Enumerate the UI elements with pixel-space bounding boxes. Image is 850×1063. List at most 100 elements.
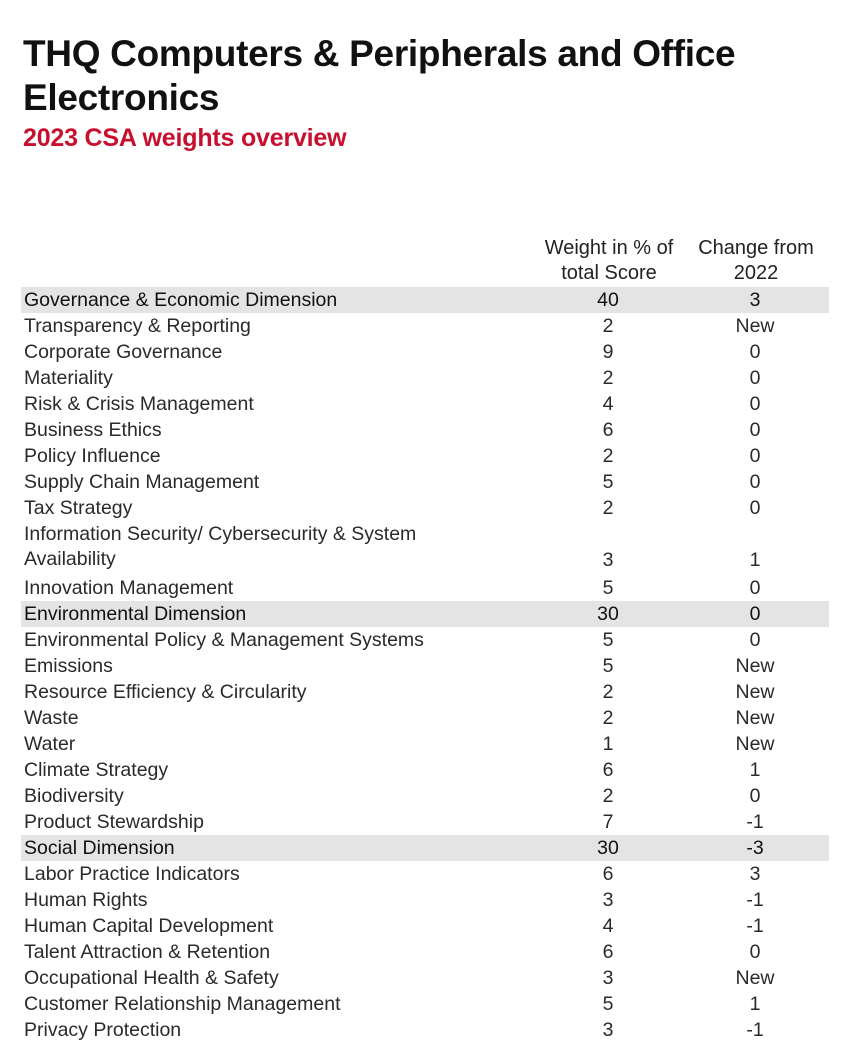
row-weight: 5 xyxy=(602,655,614,677)
table-row: Labor Practice Indicators 6 3 xyxy=(21,861,829,887)
row-weight: 30 xyxy=(597,837,619,859)
row-weight: 3 xyxy=(602,549,614,571)
row-change: 0 xyxy=(749,785,761,807)
row-name: Biodiversity xyxy=(24,785,124,807)
row-name: Occupational Health & Safety xyxy=(24,967,279,989)
row-change: 0 xyxy=(749,341,761,363)
row-weight: 2 xyxy=(602,681,614,703)
column-header-weight-line2: total Score xyxy=(561,262,657,284)
row-weight: 6 xyxy=(602,941,614,963)
page-title: THQ Computers & Peripherals and Office E… xyxy=(23,33,736,118)
row-name: Climate Strategy xyxy=(24,759,169,781)
table-row: Policy Influence 2 0 xyxy=(21,443,829,469)
table-row: Talent Attraction & Retention 6 0 xyxy=(21,939,829,965)
table-row: Corporate Governance 9 0 xyxy=(21,339,829,365)
table-row: Product Stewardship 7 -1 xyxy=(21,809,829,835)
row-name: Innovation Management xyxy=(24,577,234,599)
row-name: Labor Practice Indicators xyxy=(24,863,240,885)
row-weight: 5 xyxy=(602,993,614,1015)
row-change: New xyxy=(735,707,775,729)
table-row: Occupational Health & Safety 3 New xyxy=(21,965,829,991)
row-name: Business Ethics xyxy=(24,419,162,441)
row-weight: 2 xyxy=(602,315,614,337)
table-row: Resource Efficiency & Circularity 2 New xyxy=(21,679,829,705)
row-change: 3 xyxy=(749,289,761,311)
table-row: Innovation Management 5 0 xyxy=(21,575,829,601)
row-change: 0 xyxy=(749,419,761,441)
row-change: 0 xyxy=(749,603,761,625)
row-weight: 3 xyxy=(602,889,614,911)
row-name: Environmental Policy & Management System… xyxy=(24,629,424,651)
row-name: Transparency & Reporting xyxy=(24,315,251,337)
row-weight: 7 xyxy=(602,811,614,833)
table-row: Biodiversity 2 0 xyxy=(21,783,829,809)
row-weight: 40 xyxy=(597,289,619,311)
row-weight: 6 xyxy=(602,419,614,441)
row-weight: 3 xyxy=(602,1019,614,1041)
row-change: 3 xyxy=(749,863,761,885)
row-change: 0 xyxy=(749,393,761,415)
row-name: Human Capital Development xyxy=(24,915,274,937)
row-weight: 5 xyxy=(602,471,614,493)
row-change: New xyxy=(735,681,775,703)
table-row: Emissions 5 New xyxy=(21,653,829,679)
row-name: Human Rights xyxy=(24,889,148,911)
column-header-weight: Weight in % of total Score xyxy=(528,236,690,286)
row-name: Resource Efficiency & Circularity xyxy=(24,681,307,703)
row-weight: 4 xyxy=(602,393,614,415)
row-weight: 3 xyxy=(602,967,614,989)
row-change: 1 xyxy=(749,993,761,1015)
row-change: -1 xyxy=(746,889,764,911)
column-header-change-line1: Change from xyxy=(698,237,814,259)
row-weight: 5 xyxy=(602,629,614,651)
column-header-weight-line1: Weight in % of xyxy=(544,237,674,259)
row-change: New xyxy=(735,733,775,755)
row-weight: 2 xyxy=(602,497,614,519)
row-change: -1 xyxy=(746,1019,764,1041)
column-header-change: Change from 2022 xyxy=(688,236,824,286)
row-change: 0 xyxy=(749,577,761,599)
table-row: Water 1 New xyxy=(21,731,829,757)
table-row: Transparency & Reporting 2 New xyxy=(21,313,829,339)
row-change: 1 xyxy=(749,549,761,571)
table-row: Human Capital Development 4 -1 xyxy=(21,913,829,939)
row-weight: 6 xyxy=(602,759,614,781)
row-name: Risk & Crisis Management xyxy=(24,393,254,415)
row-name: Materiality xyxy=(24,367,113,389)
table-row: Materiality 2 0 xyxy=(21,365,829,391)
row-weight: 1 xyxy=(602,733,614,755)
table-row: Privacy Protection 3 -1 xyxy=(21,1017,829,1043)
table-row: Environmental Policy & Management System… xyxy=(21,627,829,653)
row-name: Product Stewardship xyxy=(24,811,204,833)
row-name: Information Security/ Cybersecurity & Sy… xyxy=(24,523,417,570)
table-row-dimension: Social Dimension 30 -3 xyxy=(21,835,829,861)
table-row: Climate Strategy 6 1 xyxy=(21,757,829,783)
row-name: Corporate Governance xyxy=(24,341,223,363)
row-name: Talent Attraction & Retention xyxy=(24,941,271,963)
row-weight: 2 xyxy=(602,707,614,729)
table-row: Information Security/ Cybersecurity & Sy… xyxy=(21,521,829,575)
row-change: -1 xyxy=(746,915,764,937)
table-row: Supply Chain Management 5 0 xyxy=(21,469,829,495)
row-change: 0 xyxy=(749,367,761,389)
table-row: Human Rights 3 -1 xyxy=(21,887,829,913)
row-change: New xyxy=(735,315,775,337)
table-row-dimension: Environmental Dimension 30 0 xyxy=(21,601,829,627)
row-weight: 2 xyxy=(602,445,614,467)
row-name: Tax Strategy xyxy=(24,497,133,519)
row-change: New xyxy=(735,967,775,989)
row-change: 1 xyxy=(749,759,761,781)
row-change: 0 xyxy=(749,445,761,467)
row-name: Water xyxy=(24,733,76,755)
row-name: Customer Relationship Management xyxy=(24,993,341,1015)
row-weight: 6 xyxy=(602,863,614,885)
page-subtitle: 2023 CSA weights overview xyxy=(23,124,347,152)
row-weight: 5 xyxy=(602,577,614,599)
row-change: -3 xyxy=(746,837,764,859)
row-change: 0 xyxy=(749,471,761,493)
row-name: Privacy Protection xyxy=(24,1019,182,1041)
row-weight: 4 xyxy=(602,915,614,937)
row-name: Policy Influence xyxy=(24,445,161,467)
table-row: Risk & Crisis Management 4 0 xyxy=(21,391,829,417)
row-change: -1 xyxy=(746,811,764,833)
